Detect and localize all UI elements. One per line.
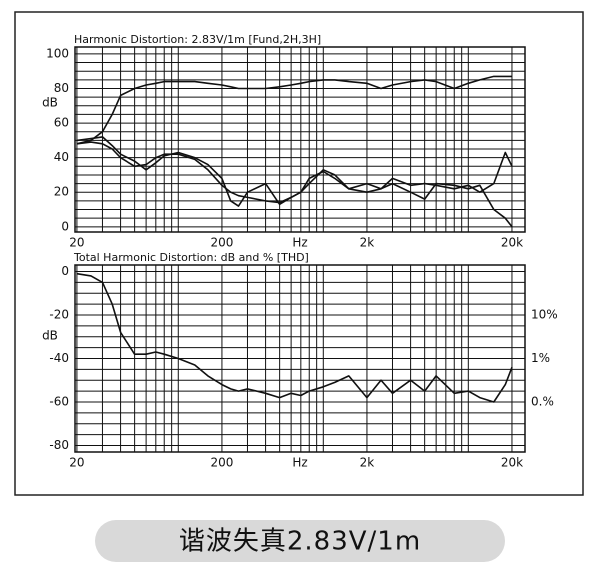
line [76,141,513,228]
y-tick-label: 60 [54,116,69,130]
y-axis-label: dB [42,96,58,110]
y-tick-label: 80 [54,81,69,95]
y-tick-label: -80 [49,438,69,452]
x-tick-label: 20 [69,236,84,250]
caption-pill [95,520,505,562]
x-tick-label: 20 [69,456,84,470]
y-tick-label: -40 [49,351,69,365]
chart-title: Total Harmonic Distortion: dB and % [THD… [73,251,309,264]
line [76,272,513,403]
x-axis-unit: Hz [292,236,307,250]
y2-tick-label: 1% [531,351,550,365]
y-tick-label: 0 [61,219,69,233]
y-tick-label: 100 [46,46,69,60]
y-tick-label: 40 [54,150,69,164]
y-tick-label: 20 [54,185,69,199]
x-tick-label: 20k [501,236,523,250]
plot-area [74,46,526,233]
x-axis-unit: Hz [292,456,307,470]
y-tick-label: 0 [61,264,69,278]
y-tick-label: -60 [49,394,69,408]
x-tick-label: 2k [360,236,375,250]
y-axis-label: dB [42,329,58,343]
chart-title: Harmonic Distortion: 2.83V/1m [Fund,2H,3… [74,33,321,46]
x-tick-label: 200 [210,236,233,250]
y2-tick-label: 10% [531,308,558,322]
x-tick-label: 2k [360,456,375,470]
caption: 谐波失真2.83V/1m [179,527,421,557]
y-tick-label: -20 [49,308,69,322]
y2-tick-label: 0.% [531,394,554,408]
x-tick-label: 200 [210,456,233,470]
line [76,75,512,145]
x-tick-label: 20k [501,456,523,470]
